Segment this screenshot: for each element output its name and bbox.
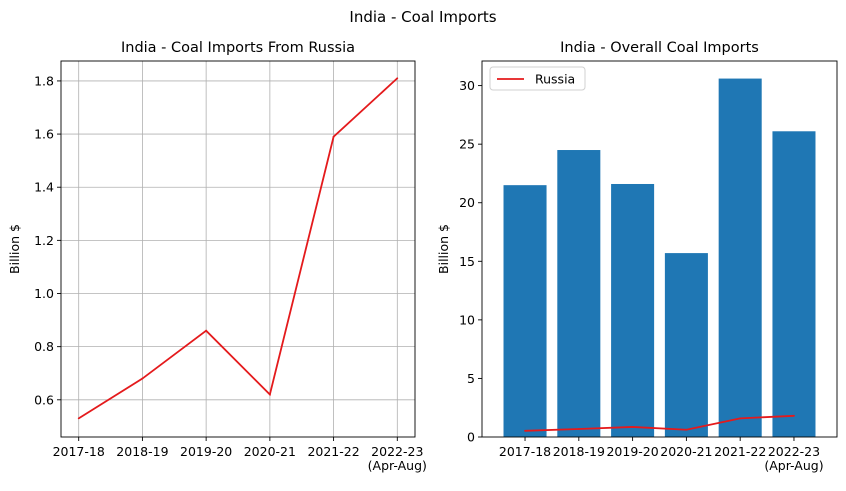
bar bbox=[772, 131, 816, 437]
data-point bbox=[205, 329, 208, 332]
x-tick-label: 2022-23 (Apr-Aug) bbox=[368, 444, 427, 473]
x-tick-label: 2022-23 (Apr-Aug) bbox=[764, 444, 823, 473]
x-tick-label: 2019-20 bbox=[180, 444, 232, 459]
bar bbox=[718, 78, 762, 437]
x-tick-label: 2017-18 bbox=[53, 444, 105, 459]
y-tick-label: 0.8 bbox=[34, 339, 54, 354]
bar bbox=[611, 183, 655, 437]
x-tick-label: 2018-19 bbox=[116, 444, 168, 459]
chart-title: India - Coal Imports From Russia bbox=[121, 40, 355, 56]
y-tick-label: 0.6 bbox=[34, 392, 54, 407]
data-point bbox=[332, 135, 335, 138]
axes-frame bbox=[481, 60, 838, 438]
x-tick-label: 2021-22 bbox=[714, 444, 766, 459]
chart-overall-coal-imports: India - Overall Coal Imports 0 5 10 15 20 25 30… bbox=[436, 40, 838, 473]
y-tick-label: 30 bbox=[459, 78, 475, 93]
y-tick-label: 20 bbox=[459, 195, 475, 210]
y-tick-label: 1.6 bbox=[34, 127, 54, 142]
data-point bbox=[631, 426, 634, 428]
legend-box bbox=[489, 66, 586, 91]
x-tick-label: 2021-22 bbox=[307, 444, 359, 459]
y-axis-label: Billion $ bbox=[436, 224, 451, 274]
y-tick-label: 15 bbox=[459, 254, 475, 269]
data-point bbox=[268, 393, 271, 396]
y-tick-label: 10 bbox=[459, 312, 475, 327]
y-axis-label: Billion $ bbox=[7, 224, 22, 274]
bar bbox=[664, 253, 708, 437]
y-tick-label: 25 bbox=[459, 137, 475, 152]
data-point bbox=[141, 377, 144, 380]
y-tick-label: 5 bbox=[467, 371, 475, 386]
data-point bbox=[793, 414, 795, 417]
data-point bbox=[739, 417, 742, 420]
x-tick-label: 2019-20 bbox=[606, 444, 658, 459]
figure-title: India - Coal Imports bbox=[349, 8, 496, 26]
y-tick-label: 0 bbox=[467, 430, 475, 445]
legend: Russia bbox=[489, 66, 586, 91]
data-point bbox=[577, 428, 580, 430]
y-tick-label: 1.8 bbox=[34, 73, 54, 88]
chart-russia-coal-imports: India - Coal Imports From Russia 0.6 0.8 1.… bbox=[7, 40, 427, 473]
legend-label: Russia bbox=[535, 72, 575, 87]
bar bbox=[503, 185, 547, 437]
y-tick-label: 1.4 bbox=[34, 180, 54, 195]
axes-frame bbox=[60, 60, 416, 438]
series-line bbox=[525, 414, 795, 432]
chart-title: India - Overall Coal Imports bbox=[560, 40, 759, 56]
data-point bbox=[77, 417, 80, 420]
x-tick-label: 2020-21 bbox=[244, 444, 296, 459]
data-point bbox=[685, 428, 688, 431]
y-tick-label: 1.0 bbox=[34, 286, 54, 301]
x-tick-label: 2020-21 bbox=[660, 444, 712, 459]
data-point bbox=[396, 77, 399, 80]
data-point bbox=[524, 429, 526, 432]
bar bbox=[557, 150, 601, 438]
x-tick-label: 2017-18 bbox=[499, 444, 551, 459]
x-tick-label: 2018-19 bbox=[553, 444, 605, 459]
y-tick-label: 1.2 bbox=[34, 233, 54, 248]
series-line bbox=[78, 77, 398, 420]
